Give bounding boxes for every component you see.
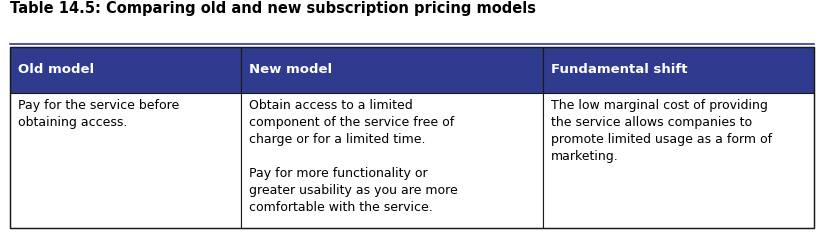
Bar [241,47,543,93]
Text: component of the service free of: component of the service free of [250,116,455,129]
Bar [10,47,241,93]
Text: Obtain access to a limited: Obtain access to a limited [250,99,413,112]
Text: promote limited usage as a form of: promote limited usage as a form of [551,133,772,146]
Text: The low marginal cost of providing: The low marginal cost of providing [551,99,768,112]
Text: obtaining access.: obtaining access. [18,116,128,129]
Bar [10,93,241,228]
Text: Pay for more functionality or: Pay for more functionality or [250,167,428,180]
Text: charge or for a limited time.: charge or for a limited time. [250,133,426,146]
Text: marketing.: marketing. [551,150,619,163]
Text: New model: New model [250,63,332,76]
Text: comfortable with the service.: comfortable with the service. [250,201,433,214]
Text: Table 14.5: Comparing old and new subscription pricing models: Table 14.5: Comparing old and new subscr… [10,1,536,16]
Text: the service allows companies to: the service allows companies to [551,116,752,129]
Text: Old model: Old model [18,63,94,76]
Bar [241,93,543,228]
Bar [543,93,814,228]
Text: Fundamental shift: Fundamental shift [551,63,687,76]
Bar [10,47,814,228]
Text: greater usability as you are more: greater usability as you are more [250,184,458,197]
Text: Pay for the service before: Pay for the service before [18,99,180,112]
Bar [543,47,814,93]
